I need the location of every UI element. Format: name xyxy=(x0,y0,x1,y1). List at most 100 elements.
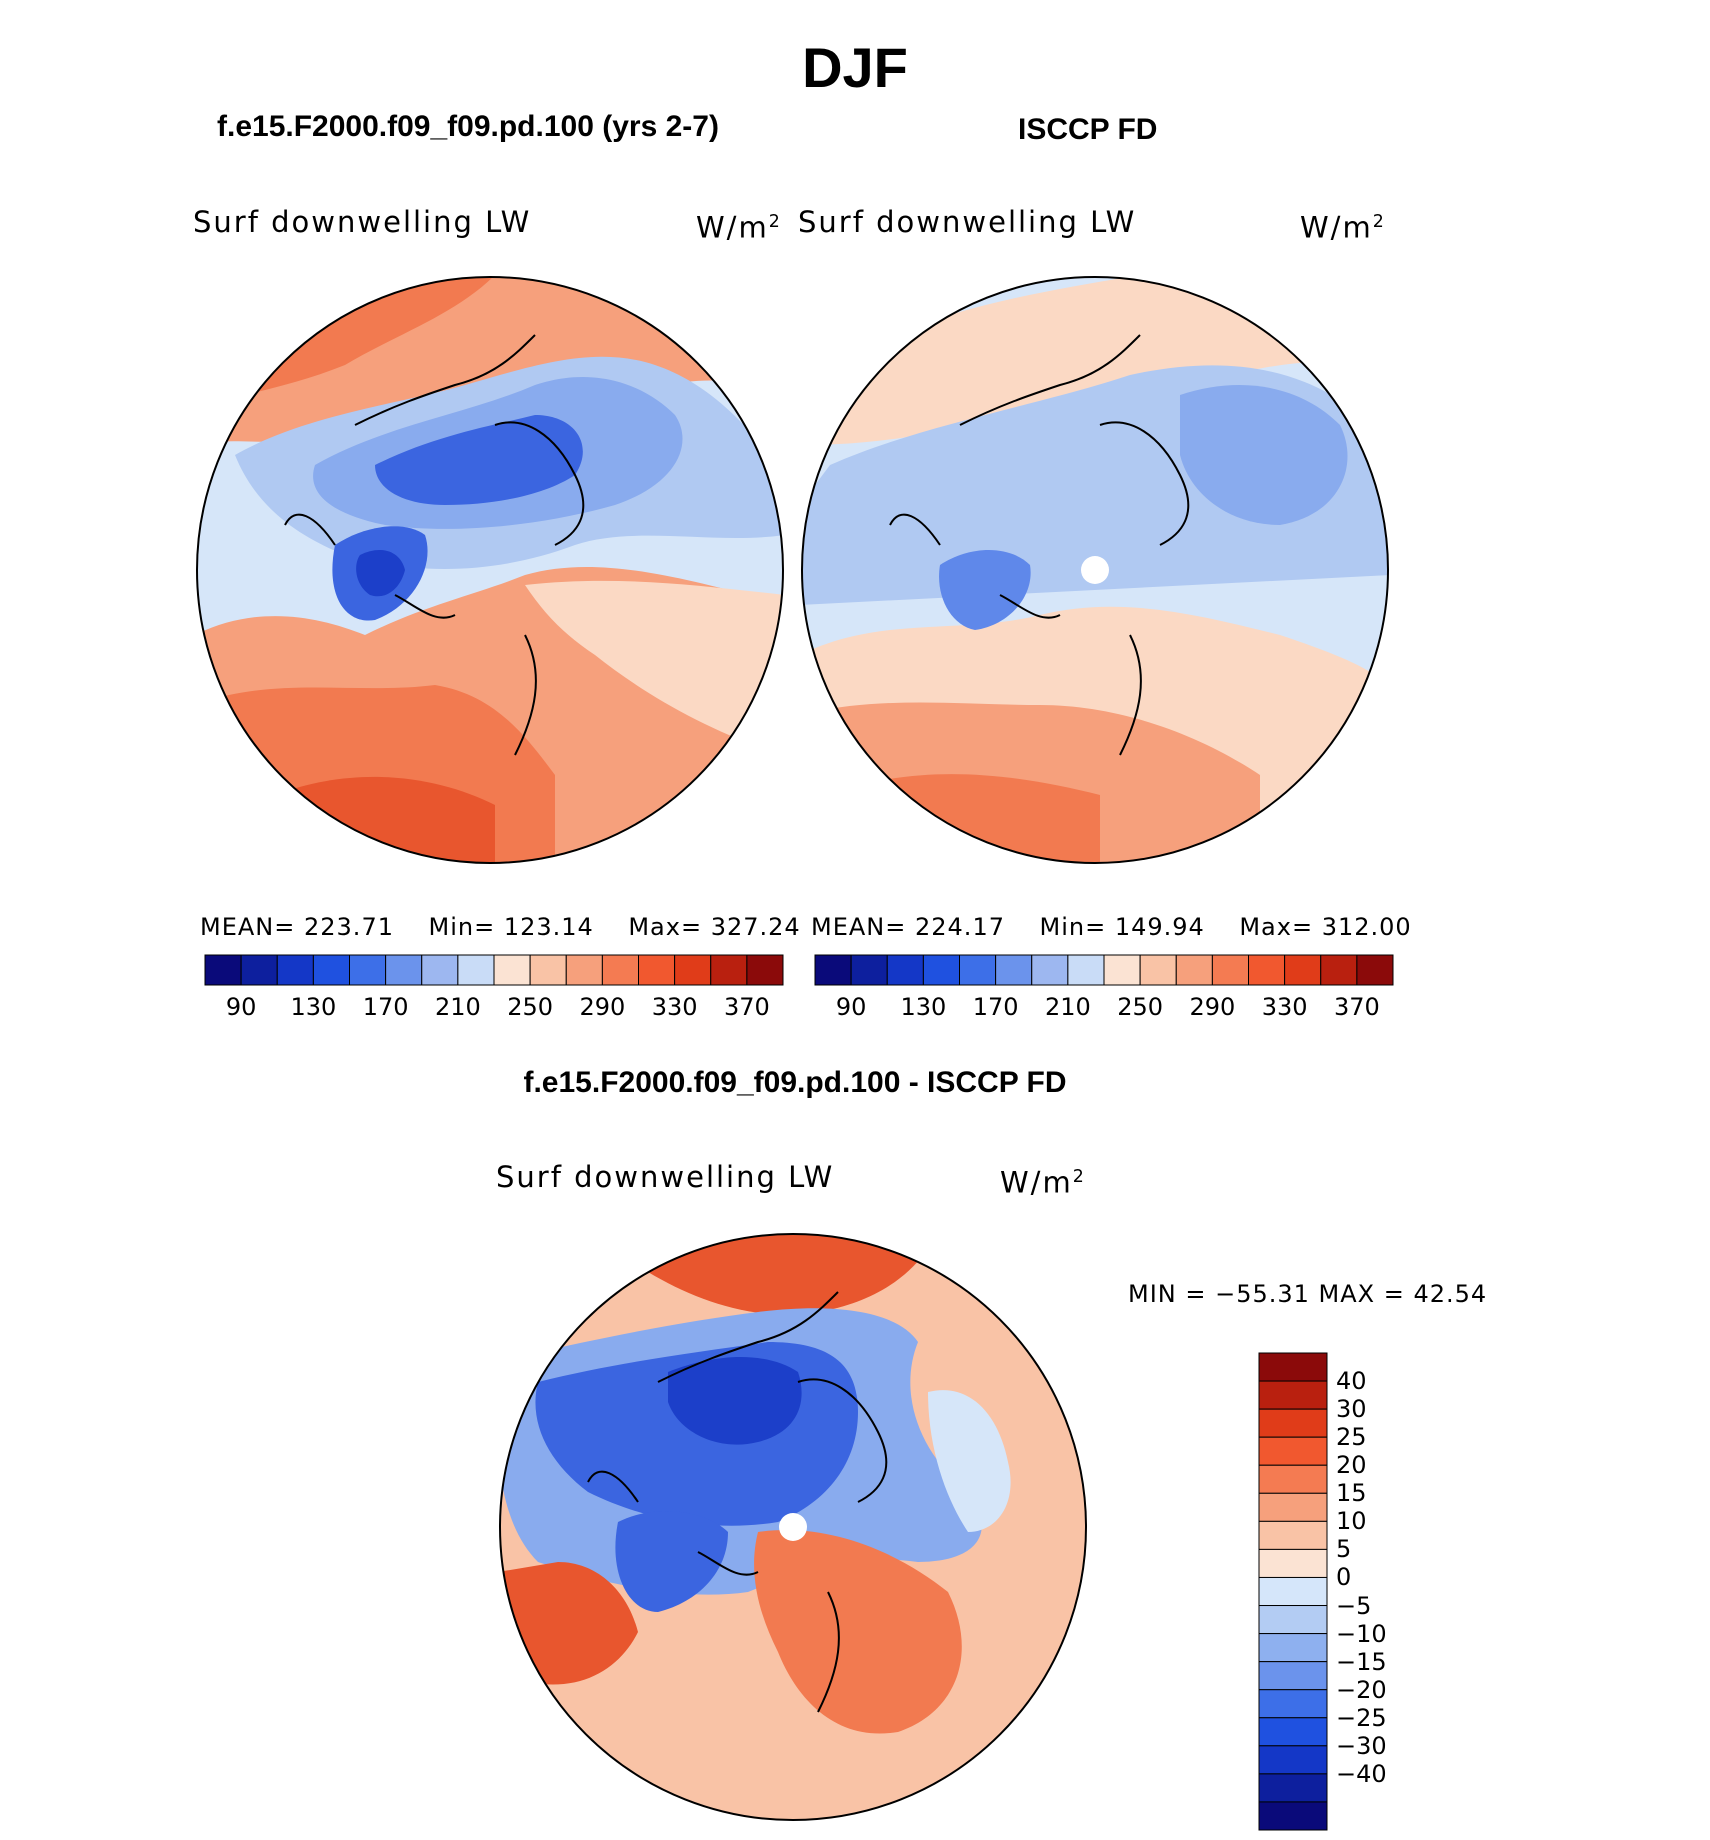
colorbar-tick-label: 290 xyxy=(1189,993,1236,1021)
colorbar-swatch xyxy=(814,954,852,986)
colorbar-tick-label: 10 xyxy=(1336,1507,1367,1536)
colorbar-swatch xyxy=(638,954,676,986)
colorbar-tick-label: 330 xyxy=(1261,993,1308,1021)
neutral-east xyxy=(928,1390,1011,1532)
coastline xyxy=(284,334,585,756)
colorbar-swatch xyxy=(1258,1689,1328,1719)
colorbar-swatch xyxy=(1258,1605,1328,1635)
obs-colorbar xyxy=(814,954,1394,986)
colorbar-swatch xyxy=(1356,954,1394,986)
colorbar-tick-label: 170 xyxy=(362,993,409,1021)
colorbar-swatch xyxy=(421,954,459,986)
colorbar-swatch xyxy=(493,954,531,986)
diff-polar-map xyxy=(499,1233,1087,1821)
colorbar-swatch xyxy=(1258,1520,1328,1550)
colorbar-tick-label: −15 xyxy=(1336,1647,1387,1676)
colorbar-swatch xyxy=(1211,954,1249,986)
colorbar-swatch xyxy=(1258,1576,1328,1607)
colorbar-swatch xyxy=(1175,954,1213,986)
missing-pole xyxy=(1081,556,1109,584)
colorbar-swatch xyxy=(1258,1408,1328,1438)
colorbar-swatch xyxy=(1067,954,1105,986)
colorbar-swatch xyxy=(601,954,639,986)
colorbar-swatch xyxy=(565,954,603,986)
colorbar-swatch xyxy=(1258,1773,1328,1803)
colorbar-swatch xyxy=(746,954,784,986)
model-units-label: W/m2 xyxy=(696,210,782,245)
colorbar-swatch xyxy=(995,954,1033,986)
colorbar-tick-label: 5 xyxy=(1336,1535,1352,1564)
warm-south-west xyxy=(500,1562,638,1685)
obs-stats: MEAN= 224.17 Min= 149.94 Max= 312.00 xyxy=(811,913,1412,941)
greenland-core xyxy=(356,550,405,597)
colorbar-swatch xyxy=(1248,954,1286,986)
colorbar-tick-label: −10 xyxy=(1336,1619,1387,1648)
colorbar-tick-label: 250 xyxy=(507,993,554,1021)
cool-core xyxy=(375,415,583,505)
colorbar-swatch xyxy=(1258,1352,1328,1382)
colorbar-tick-label: 15 xyxy=(1336,1479,1367,1508)
colorbar-swatch xyxy=(385,954,423,986)
colorbar-swatch xyxy=(1258,1380,1328,1410)
colorbar-tick-label: 170 xyxy=(972,993,1019,1021)
colorbar-swatch xyxy=(886,954,924,986)
colorbar-swatch xyxy=(710,954,748,986)
colorbar-tick-label: 20 xyxy=(1336,1451,1367,1480)
colorbar-tick-label: 250 xyxy=(1117,993,1164,1021)
obs-units-label: W/m2 xyxy=(1300,210,1386,245)
diff-variable-label: Surf downwelling LW xyxy=(496,1160,835,1194)
warm-south-east xyxy=(754,1530,962,1734)
cool-east xyxy=(1180,385,1348,525)
colorbar-tick-label: −40 xyxy=(1336,1759,1387,1788)
colorbar-swatch xyxy=(240,954,278,986)
colorbar-tick-label: 210 xyxy=(1044,993,1091,1021)
left-case-title: f.e15.F2000.f09_f09.pd.100 (yrs 2-7) xyxy=(217,110,719,143)
coastline xyxy=(587,1291,888,1713)
diff-minmax: MIN = −55.31 MAX = 42.54 xyxy=(1128,1280,1488,1308)
colorbar-tick-label: 370 xyxy=(723,993,770,1021)
colorbar-swatch xyxy=(457,954,495,986)
colorbar-swatch xyxy=(1258,1633,1328,1663)
obs-variable-label: Surf downwelling LW xyxy=(798,205,1137,239)
colorbar-swatch xyxy=(1258,1801,1328,1831)
colorbar-tick-label: 130 xyxy=(290,993,337,1021)
colorbar-tick-label: 290 xyxy=(579,993,626,1021)
coastline xyxy=(889,334,1190,756)
model-polar-map xyxy=(196,276,784,864)
colorbar-tick-label: −20 xyxy=(1336,1675,1387,1704)
colorbar-swatch xyxy=(922,954,960,986)
colorbar-tick-label: 0 xyxy=(1336,1563,1352,1592)
warm-north-core xyxy=(648,1234,938,1315)
colorbar-tick-label: 90 xyxy=(835,993,867,1021)
light-warm-east xyxy=(525,580,783,755)
colorbar-tick-label: 330 xyxy=(651,993,698,1021)
right-case-title: ISCCP FD xyxy=(1018,113,1158,146)
colorbar-tick-label: −5 xyxy=(1336,1591,1372,1620)
cool-deep xyxy=(668,1357,802,1445)
colorbar-tick-label: −30 xyxy=(1336,1731,1387,1760)
diff-colorbar xyxy=(1258,1352,1328,1831)
colorbar-swatch xyxy=(204,954,242,986)
colorbar-swatch xyxy=(1103,954,1141,986)
colorbar-swatch xyxy=(276,954,314,986)
colorbar-swatch xyxy=(1258,1745,1328,1775)
greenland-cool xyxy=(615,1511,728,1612)
warm-south-deep xyxy=(860,774,1100,863)
colorbar-swatch xyxy=(850,954,888,986)
colorbar-tick-label: 130 xyxy=(900,993,947,1021)
colorbar-swatch xyxy=(1031,954,1069,986)
colorbar-tick-label: 370 xyxy=(1333,993,1380,1021)
colorbar-tick-label: 90 xyxy=(225,993,257,1021)
colorbar-swatch xyxy=(1258,1464,1328,1494)
colorbar-swatch xyxy=(529,954,567,986)
missing-pole xyxy=(779,1513,807,1541)
colorbar-swatch xyxy=(1320,954,1358,986)
model-stats: MEAN= 223.71 Min= 123.14 Max= 327.24 xyxy=(200,913,801,941)
colorbar-swatch xyxy=(1139,954,1177,986)
colorbar-swatch xyxy=(1258,1661,1328,1691)
figure-title: DJF xyxy=(802,36,908,99)
diff-units-label: W/m2 xyxy=(1000,1165,1086,1200)
colorbar-swatch xyxy=(1284,954,1322,986)
colorbar-swatch xyxy=(1258,1717,1328,1747)
colorbar-tick-label: 25 xyxy=(1336,1423,1367,1452)
